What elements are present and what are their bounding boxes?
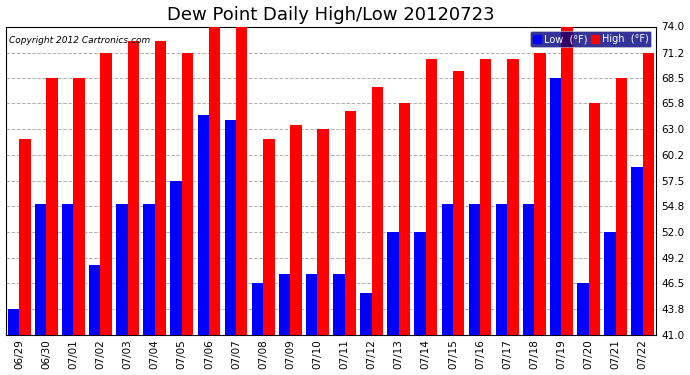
Bar xyxy=(372,87,383,335)
Bar xyxy=(442,204,453,335)
Bar xyxy=(290,124,302,335)
Bar xyxy=(604,232,615,335)
Bar xyxy=(631,166,643,335)
Bar xyxy=(252,284,263,335)
Bar xyxy=(19,139,30,335)
Legend: Low  (°F), High  (°F): Low (°F), High (°F) xyxy=(530,32,651,47)
Bar xyxy=(577,284,589,335)
Bar xyxy=(155,40,166,335)
Bar xyxy=(34,204,46,335)
Bar xyxy=(643,53,654,335)
Bar xyxy=(197,115,209,335)
Bar xyxy=(128,40,139,335)
Bar xyxy=(263,139,275,335)
Bar xyxy=(426,59,437,335)
Title: Dew Point Daily High/Low 20120723: Dew Point Daily High/Low 20120723 xyxy=(167,6,495,24)
Bar xyxy=(209,27,220,335)
Bar xyxy=(116,204,128,335)
Bar xyxy=(73,78,85,335)
Bar xyxy=(62,204,73,335)
Bar xyxy=(89,265,101,335)
Bar xyxy=(399,103,410,335)
Bar xyxy=(317,129,328,335)
Bar xyxy=(453,71,464,335)
Bar xyxy=(469,204,480,335)
Text: Copyright 2012 Cartronics.com: Copyright 2012 Cartronics.com xyxy=(9,36,150,45)
Bar xyxy=(344,111,356,335)
Bar xyxy=(415,232,426,335)
Bar xyxy=(360,292,372,335)
Bar xyxy=(236,27,248,335)
Bar xyxy=(507,59,519,335)
Bar xyxy=(534,53,546,335)
Bar xyxy=(170,181,181,335)
Bar xyxy=(523,204,534,335)
Bar xyxy=(550,78,562,335)
Bar xyxy=(496,204,507,335)
Bar xyxy=(46,78,58,335)
Bar xyxy=(225,120,236,335)
Bar xyxy=(615,78,627,335)
Bar xyxy=(562,27,573,335)
Bar xyxy=(387,232,399,335)
Bar xyxy=(8,309,19,335)
Bar xyxy=(306,274,317,335)
Bar xyxy=(480,59,491,335)
Bar xyxy=(101,53,112,335)
Bar xyxy=(279,274,290,335)
Bar xyxy=(589,103,600,335)
Bar xyxy=(333,274,344,335)
Bar xyxy=(144,204,155,335)
Bar xyxy=(181,53,193,335)
